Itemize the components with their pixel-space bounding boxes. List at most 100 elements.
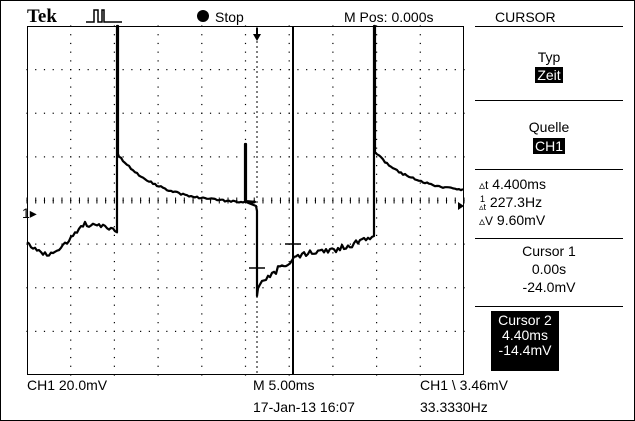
grid-dot: [376, 340, 377, 341]
grid-dot: [420, 244, 421, 245]
grid-dot: [359, 156, 360, 157]
grid-dot: [114, 86, 115, 87]
grid-dot: [393, 244, 394, 245]
typ-menu-item[interactable]: Typ Zeit: [475, 26, 623, 95]
grid-dot: [175, 156, 176, 157]
grid-dot: [175, 113, 176, 114]
grid-dot: [114, 322, 115, 323]
grid-dot: [376, 130, 377, 131]
grid-dot: [140, 287, 141, 288]
grid-dot: [324, 244, 325, 245]
grid-dot: [175, 69, 176, 70]
grid-dot: [332, 191, 333, 192]
cursor-2-menu-item[interactable]: Cursor 2 4.40ms -14.4mV: [475, 306, 623, 375]
delta-v-icon: ▵V: [479, 214, 493, 228]
grid-dot: [201, 69, 202, 70]
grid-dot: [149, 113, 150, 114]
grid-dot: [70, 174, 71, 175]
grid-dot: [289, 165, 290, 166]
grid-dot: [437, 331, 438, 332]
grid-dot: [201, 165, 202, 166]
grid-dot: [341, 156, 342, 157]
quelle-menu-item[interactable]: Quelle CH1: [475, 100, 623, 169]
grid-dot: [70, 95, 71, 96]
grid-dot: [114, 130, 115, 131]
grid-dot: [105, 331, 106, 332]
grid-dot: [201, 113, 202, 114]
cursor-1-menu-item[interactable]: Cursor 1 0.00s -24.0mV: [475, 238, 623, 307]
grid-dot: [289, 252, 290, 253]
grid-dot: [201, 209, 202, 210]
grid-dot: [158, 209, 159, 210]
grid-dot: [332, 278, 333, 279]
grid-dot: [131, 156, 132, 157]
grid-dot: [149, 156, 150, 157]
grid-dot: [70, 209, 71, 210]
grid-dot: [114, 139, 115, 140]
grid-dot: [289, 60, 290, 61]
grid-dot: [158, 78, 159, 79]
grid-dot: [254, 244, 255, 245]
grid-dot: [455, 287, 456, 288]
grid-dot: [289, 348, 290, 349]
grid-dot: [70, 113, 71, 114]
grid-dot: [236, 156, 237, 157]
grid-dot: [289, 86, 290, 87]
grid-dot: [158, 313, 159, 314]
grid-dot: [420, 305, 421, 306]
grid-dot: [280, 331, 281, 332]
grid-dot: [44, 331, 45, 332]
grid-dot: [227, 287, 228, 288]
grid-dot: [140, 113, 141, 114]
grid-dot: [245, 244, 246, 245]
grid-dot: [446, 69, 447, 70]
grid-dot: [376, 366, 377, 367]
grid-dot: [289, 156, 290, 157]
grid-dot: [350, 156, 351, 157]
grid-dot: [271, 113, 272, 114]
grid-dot: [192, 69, 193, 70]
grid-dot: [70, 244, 71, 245]
grid-dot: [201, 287, 202, 288]
grid-dot: [297, 331, 298, 332]
grid-dot: [114, 278, 115, 279]
grid-dot: [332, 340, 333, 341]
grid-dot: [393, 69, 394, 70]
grid-dot: [289, 296, 290, 297]
grid-dot: [332, 156, 333, 157]
grid-dot: [420, 121, 421, 122]
grid-dot: [376, 235, 377, 236]
grid-dot: [289, 340, 290, 341]
grid-dot: [114, 366, 115, 367]
grid-dot: [131, 287, 132, 288]
grid-dot: [402, 244, 403, 245]
grid-dot: [158, 52, 159, 53]
grid-dot: [376, 113, 377, 114]
grid-dot: [61, 156, 62, 157]
grid-dot: [201, 305, 202, 306]
grid-dot: [245, 226, 246, 227]
grid-dot: [420, 209, 421, 210]
grid-dot: [158, 217, 159, 218]
grid-dot: [70, 104, 71, 105]
grid-dot: [149, 331, 150, 332]
grid-dot: [271, 69, 272, 70]
grid-dot: [420, 348, 421, 349]
grid-dot: [315, 287, 316, 288]
grid-dot: [245, 104, 246, 105]
grid-dot: [201, 261, 202, 262]
grid-dot: [70, 313, 71, 314]
grid-dot: [420, 357, 421, 358]
quelle-value-wrap: CH1: [475, 138, 623, 154]
grid-dot: [70, 121, 71, 122]
grid-dot: [236, 331, 237, 332]
grid-dot: [114, 69, 115, 70]
grid-dot: [184, 331, 185, 332]
grid-dot: [245, 270, 246, 271]
delta-v-readout: ▵V 9.60mV: [479, 212, 545, 229]
grid-dot: [210, 156, 211, 157]
grid-dot: [114, 261, 115, 262]
grid-dot: [158, 322, 159, 323]
grid-dot: [376, 43, 377, 44]
grid-dot: [332, 287, 333, 288]
